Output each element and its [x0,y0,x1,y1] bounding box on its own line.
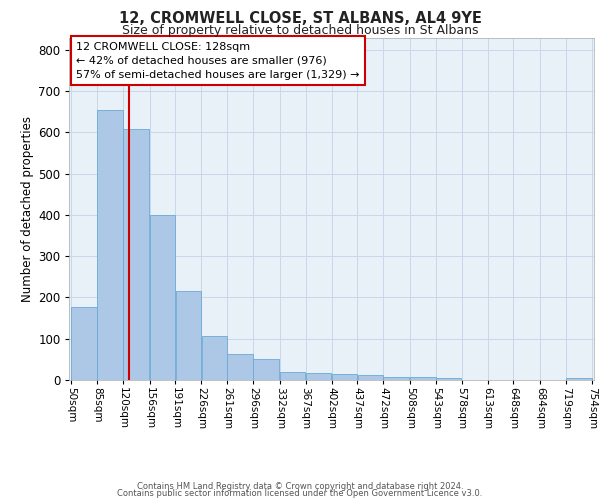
Bar [202,336,227,380]
Text: 12, CROMWELL CLOSE, ST ALBANS, AL4 9YE: 12, CROMWELL CLOSE, ST ALBANS, AL4 9YE [119,11,481,26]
Bar [410,377,436,380]
Bar [280,372,305,380]
Bar [227,354,253,380]
Text: 12 CROMWELL CLOSE: 128sqm
← 42% of detached houses are smaller (976)
57% of semi: 12 CROMWELL CLOSE: 128sqm ← 42% of detac… [76,42,360,80]
Bar [358,374,383,380]
Bar [253,360,279,380]
Bar [150,215,175,380]
Text: Size of property relative to detached houses in St Albans: Size of property relative to detached ho… [122,24,478,37]
Bar [566,378,592,380]
Bar [332,374,357,380]
Text: Contains public sector information licensed under the Open Government Licence v3: Contains public sector information licen… [118,489,482,498]
Bar [383,377,409,380]
Bar [176,292,201,380]
Bar [306,373,331,380]
Bar [97,110,123,380]
Bar [436,378,461,380]
Y-axis label: Number of detached properties: Number of detached properties [21,116,34,302]
Bar [71,306,97,380]
Bar [123,129,149,380]
Text: Contains HM Land Registry data © Crown copyright and database right 2024.: Contains HM Land Registry data © Crown c… [137,482,463,491]
